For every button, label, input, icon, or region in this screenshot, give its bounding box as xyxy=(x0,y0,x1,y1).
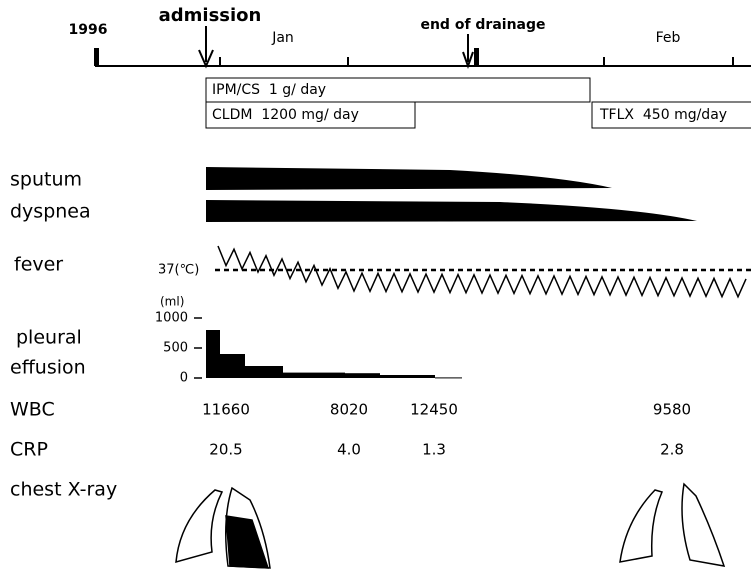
dyspnea-bar xyxy=(206,200,697,222)
timeline-ticks xyxy=(219,57,734,66)
event-arrow xyxy=(462,34,474,69)
y-tick-label: 1000 xyxy=(155,311,188,326)
effusion-bar xyxy=(206,330,220,378)
lab-value: 20.5 xyxy=(209,441,242,459)
lab-value: 8020 xyxy=(330,401,368,419)
year-marker xyxy=(94,48,99,66)
event-label: admission xyxy=(159,5,262,26)
drainage-marker xyxy=(474,48,479,66)
event-label: end of drainage xyxy=(420,17,545,33)
lab-value: 4.0 xyxy=(337,441,361,459)
drug-label: TFLX 450 mg/day xyxy=(599,107,727,123)
event-arrow xyxy=(198,26,214,69)
chest-xray xyxy=(175,482,726,569)
row-label: WBC xyxy=(10,399,55,421)
effusion-bar xyxy=(380,375,435,378)
lab-value: 12450 xyxy=(410,401,458,419)
row-label: pleural xyxy=(16,327,82,349)
effusion-bar xyxy=(245,366,283,378)
drug-label: IPM/CS 1 g/ day xyxy=(212,82,326,98)
row-label: fever xyxy=(14,254,63,276)
fever-curve xyxy=(217,245,747,299)
year-label: 1996 xyxy=(69,22,108,38)
row-label: CRP xyxy=(10,439,48,461)
row-label: effusion xyxy=(10,357,86,379)
effusion-bar xyxy=(435,377,462,379)
lab-value: 2.8 xyxy=(660,441,684,459)
effusion-bar xyxy=(283,372,345,378)
y-tick-label: 0 xyxy=(180,371,188,386)
drug-box xyxy=(205,101,416,129)
unit-label: (ml) xyxy=(160,295,184,309)
row-label: sputum xyxy=(10,169,82,191)
effusion-bar xyxy=(220,354,245,378)
fever-reference: 37(℃) xyxy=(158,263,199,278)
lab-value: 11660 xyxy=(202,401,250,419)
month-label: Jan xyxy=(271,30,294,46)
drug-label: CLDM 1200 mg/ day xyxy=(212,107,359,123)
y-tick-label: 500 xyxy=(163,341,188,356)
effusion-bar xyxy=(345,373,380,378)
row-label: chest X-ray xyxy=(10,479,117,501)
lab-value: 9580 xyxy=(653,401,691,419)
sputum-bar xyxy=(206,167,612,190)
drug-box xyxy=(591,101,751,129)
row-label: dyspnea xyxy=(10,201,91,223)
month-label: Feb xyxy=(656,30,681,46)
lab-value: 1.3 xyxy=(422,441,446,459)
